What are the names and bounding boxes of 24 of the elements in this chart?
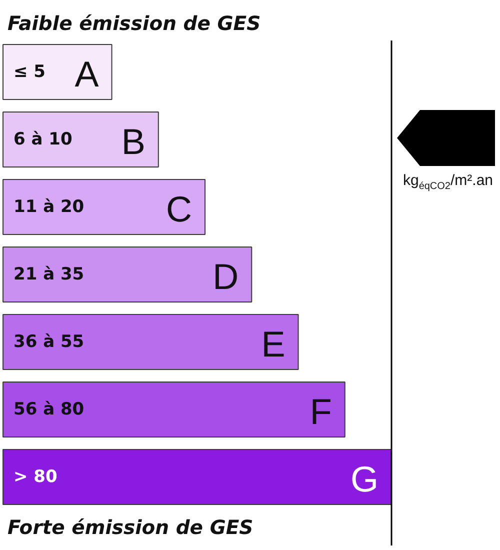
y-tick-label: A xyxy=(74,54,99,94)
y-tick-label: G xyxy=(350,458,379,500)
y-tick-label: F xyxy=(310,391,332,432)
y-tick-label: C xyxy=(166,188,192,230)
annotation: 21 à 35 xyxy=(14,264,84,284)
annotation: > 80 xyxy=(14,467,58,487)
y-tick-label: B xyxy=(121,121,146,162)
bar xyxy=(2,246,252,302)
annotation: 36 à 55 xyxy=(14,332,84,352)
bar xyxy=(2,179,206,235)
bar xyxy=(2,314,299,370)
bar xyxy=(2,449,392,505)
y-tick-label: D xyxy=(212,256,239,297)
bar xyxy=(2,112,159,168)
annotation: 6 à 10 xyxy=(14,130,72,150)
text: kg$_{éqCO2}$/m².an xyxy=(402,172,494,194)
annotation: ≤ 5 xyxy=(14,62,46,82)
bar xyxy=(2,44,112,100)
bar xyxy=(2,382,346,438)
annotation: 56 à 80 xyxy=(14,400,84,420)
y-tick-label: E xyxy=(261,324,286,364)
chart-title: Faible émission de GES xyxy=(8,12,261,35)
annotation: 11 à 20 xyxy=(14,197,84,217)
annotation: Forte émission de GES xyxy=(8,516,254,539)
